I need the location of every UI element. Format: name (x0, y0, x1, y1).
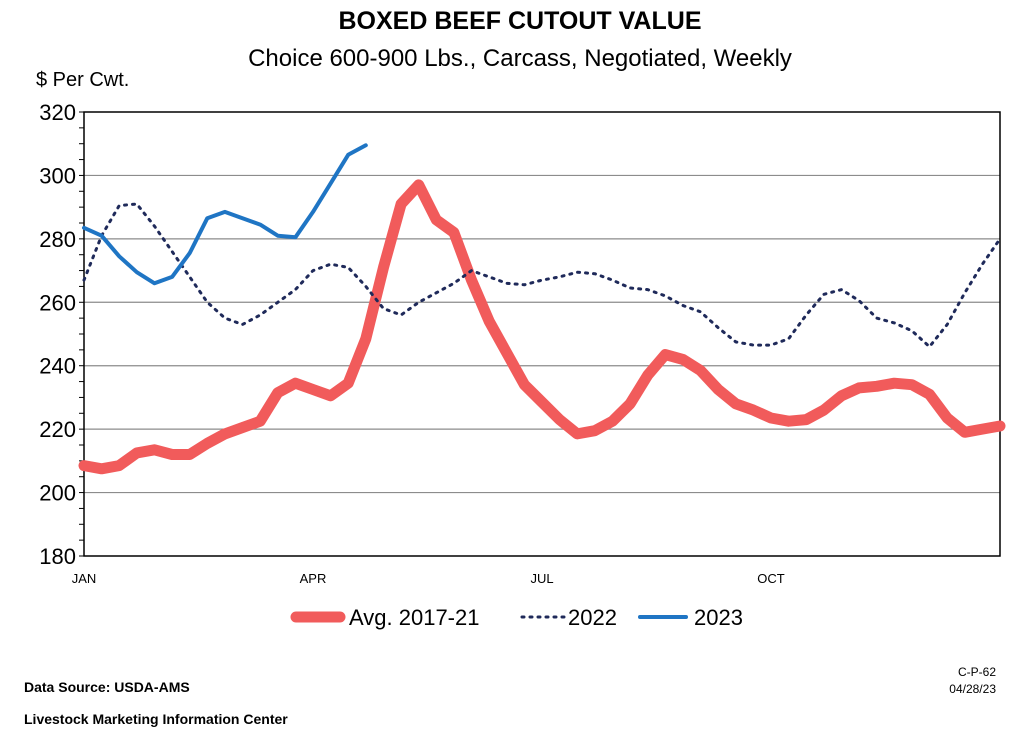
organization-label: Livestock Marketing Information Center (24, 711, 288, 727)
y-tick-label: 240 (39, 354, 76, 379)
x-tick-label: APR (300, 571, 327, 586)
y-axis-label: $ Per Cwt. (36, 69, 129, 91)
y-tick-label: 320 (39, 100, 76, 125)
legend: Avg. 2017-21 2022 2023 (290, 605, 743, 630)
x-tick-label: JAN (72, 571, 97, 586)
y-tick-label: 180 (39, 544, 76, 569)
data-source-label: Data Source: USDA-AMS (24, 679, 190, 695)
legend-label-2: 2022 (568, 605, 617, 630)
y-tick-label: 200 (39, 481, 76, 506)
plot-area-border (83, 111, 1001, 557)
chart-title: BOXED BEEF CUTOUT VALUE (339, 7, 702, 35)
grid-lines (84, 174, 1000, 494)
y-tick-label: 280 (39, 227, 76, 252)
legend-label-3: 2023 (694, 605, 743, 630)
chart-code-label: C-P-62 (958, 665, 996, 679)
x-tick-label: OCT (757, 571, 785, 586)
y-tick-label: 220 (39, 417, 76, 442)
y-tick-label: 300 (39, 163, 76, 188)
series-line-1 (78, 179, 1006, 475)
series-lines (78, 143, 1006, 475)
series-line-3 (82, 143, 368, 286)
chart-date-label: 04/28/23 (949, 682, 996, 696)
y-tick-label: 260 (39, 290, 76, 315)
legend-label-1: Avg. 2017-21 (349, 605, 479, 630)
x-tick-label: JUL (530, 571, 553, 586)
series-line-2 (82, 202, 1002, 349)
chart-subtitle: Choice 600-900 Lbs., Carcass, Negotiated… (248, 45, 792, 72)
axes: 180 200 220 240 260 280 300 320 JAN APR JUL OCT (39, 100, 784, 586)
